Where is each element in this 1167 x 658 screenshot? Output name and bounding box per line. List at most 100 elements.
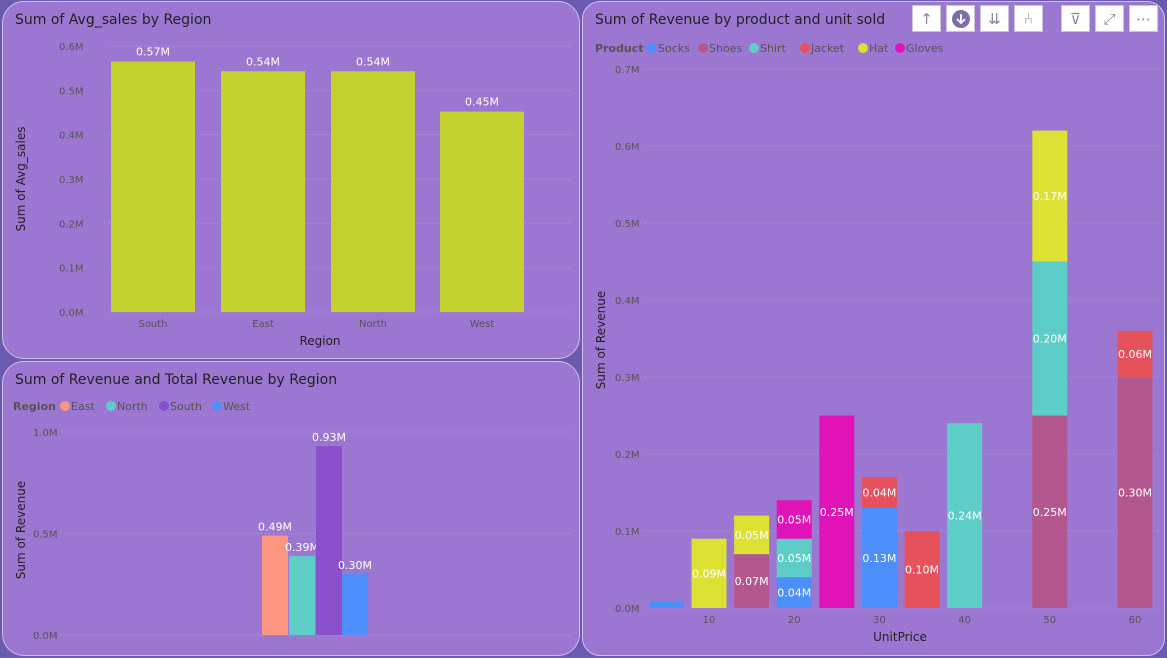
revenue-product-panel[interactable]: Sum of Revenue by product and unit sold … <box>582 1 1165 656</box>
avg-sales-panel[interactable]: Sum of Avg_sales by Region 0.0M 0.1M 0.2M 0… <box>2 1 580 359</box>
legend-title: Region <box>13 400 56 413</box>
bar <box>221 71 305 313</box>
bar <box>331 71 415 313</box>
y-tick-label: 0.2M <box>615 450 640 461</box>
legend-marker <box>698 43 708 53</box>
revenue-region-panel[interactable]: Sum of Revenue and Total Revenue by Regi… <box>2 361 580 656</box>
bar-segment <box>1032 261 1068 416</box>
bar-segment <box>1117 330 1153 377</box>
y-tick-label: 0.0M <box>33 631 58 642</box>
x-tick-label: 60 <box>1129 615 1142 626</box>
data-label: 0.09M <box>692 567 726 580</box>
data-label: 0.49M <box>258 521 292 534</box>
y-tick-label: 0.1M <box>59 264 84 275</box>
bar-segment <box>691 538 727 608</box>
more-options-icon[interactable]: ⋯ <box>1129 5 1158 32</box>
data-label: 0.05M <box>777 513 811 526</box>
legend-entry: Hat <box>869 42 889 55</box>
y-tick-label: 0.0M <box>59 308 84 319</box>
data-label: 0.05M <box>735 529 769 542</box>
y-tick-label: 0.1M <box>615 527 640 538</box>
bar-segment <box>734 554 770 608</box>
x-tick-label: 40 <box>958 615 971 626</box>
double-arrow-down-icon[interactable]: ⇊ <box>980 5 1009 32</box>
legend-marker <box>159 401 169 411</box>
bar-segment <box>734 515 770 555</box>
legend-entry: North <box>117 400 148 413</box>
data-label: 0.30M <box>1118 487 1152 500</box>
data-label: 0.06M <box>1118 348 1152 361</box>
legend-entry: East <box>71 400 95 413</box>
legend-entry: Jacket <box>810 42 845 55</box>
x-tick-label: West <box>470 319 495 330</box>
legend-marker <box>895 43 905 53</box>
y-tick-label: 0.2M <box>59 219 84 230</box>
data-label: 0.24M <box>948 510 982 523</box>
x-axis-title: UnitPrice <box>873 630 927 644</box>
x-tick-label: East <box>252 319 274 330</box>
y-axis-title: Sum of Avg_sales <box>14 127 28 232</box>
bar-segment <box>1032 130 1068 262</box>
data-label: 0.54M <box>356 55 390 68</box>
legend-marker <box>106 401 116 411</box>
bar-segment <box>648 601 684 608</box>
y-tick-label: 0.5M <box>33 530 58 541</box>
y-tick-label: 0.5M <box>59 86 84 97</box>
legend-entry: Shoes <box>709 42 742 55</box>
expand-hierarchy-icon[interactable]: ⑃ <box>1014 5 1043 32</box>
bar <box>440 111 524 312</box>
legend-marker <box>212 401 222 411</box>
y-tick-label: 0.5M <box>615 219 640 230</box>
data-label: 0.39M <box>285 541 319 554</box>
bar-segment <box>861 477 897 508</box>
data-label: 0.17M <box>1033 190 1067 203</box>
legend-marker <box>749 43 759 53</box>
y-tick-label: 0.7M <box>615 65 640 76</box>
y-tick-label: 0.6M <box>59 42 84 53</box>
data-label: 0.25M <box>1033 506 1067 519</box>
legend-marker <box>60 401 70 411</box>
avg-sales-chart: 0.0M 0.1M 0.2M 0.3M 0.4M 0.5M 0.6M 0.57M South 0.… <box>14 42 573 348</box>
legend-marker <box>858 43 868 53</box>
legend-entry: Socks <box>658 42 690 55</box>
data-label: 0.93M <box>312 431 346 444</box>
arrow-up-icon[interactable]: ↑ <box>912 5 941 32</box>
bar-segment <box>904 531 940 608</box>
visual-toolbar: ↑ ⇊ ⑃ ⊽ ⤢ ⋯ <box>912 5 1158 32</box>
legend-entry: South <box>170 400 202 413</box>
data-label: 0.20M <box>1033 333 1067 346</box>
chart1-title: Sum of Avg_sales by Region <box>15 12 212 28</box>
x-tick-label: 20 <box>788 615 801 626</box>
legend-marker <box>647 43 657 53</box>
legend-entry: Shirt <box>760 42 787 55</box>
chart3-title: Sum of Revenue by product and unit sold <box>595 12 886 28</box>
y-tick-label: 0.6M <box>615 142 640 153</box>
data-label: 0.57M <box>136 46 170 59</box>
chart2-title: Sum of Revenue and Total Revenue by Regi… <box>15 372 338 388</box>
bar-segment <box>861 507 897 608</box>
focus-mode-icon[interactable]: ⤢ <box>1095 5 1124 32</box>
data-label: 0.10M <box>905 564 939 577</box>
x-tick-label: North <box>359 319 387 330</box>
x-tick-label: 50 <box>1043 615 1056 626</box>
legend-title: Product <box>595 42 644 55</box>
drill-down-icon[interactable] <box>946 5 975 32</box>
y-tick-label: 1.0M <box>33 428 58 439</box>
bar <box>342 574 368 635</box>
y-axis-title: Sum of Revenue <box>594 291 608 389</box>
filter-icon[interactable]: ⊽ <box>1061 5 1090 32</box>
y-tick-label: 0.3M <box>615 373 640 384</box>
data-label: 0.30M <box>338 559 372 572</box>
data-label: 0.07M <box>735 575 769 588</box>
bar <box>289 555 315 635</box>
legend-entry: West <box>223 400 251 413</box>
bar-segment <box>1117 377 1153 608</box>
y-tick-label: 0.4M <box>59 131 84 142</box>
data-label: 0.13M <box>862 552 896 565</box>
x-tick-label: 10 <box>703 615 716 626</box>
legend-marker <box>800 43 810 53</box>
data-label: 0.45M <box>465 96 499 109</box>
bar <box>111 61 195 313</box>
y-tick-label: 0.3M <box>59 175 84 186</box>
y-tick-label: 0.0M <box>615 604 640 615</box>
